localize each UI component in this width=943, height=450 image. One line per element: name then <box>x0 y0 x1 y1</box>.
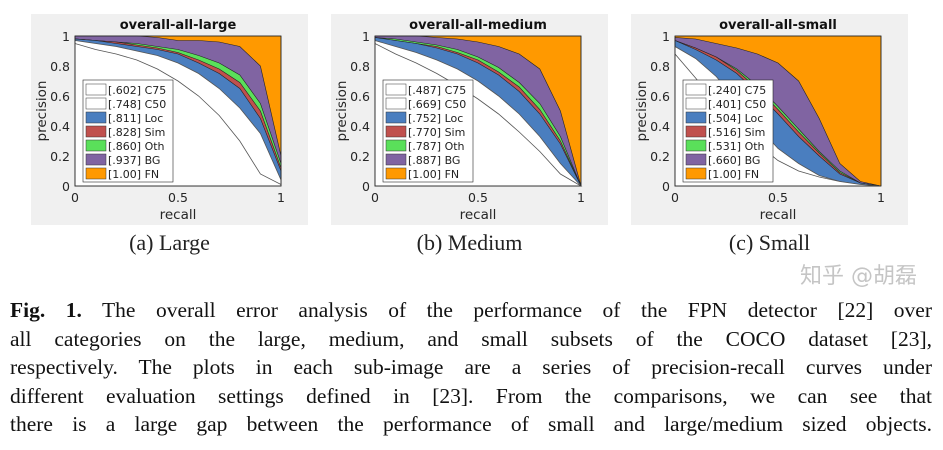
y-tick-label: 0.8 <box>650 59 670 74</box>
y-tick-label: 0.2 <box>650 149 670 164</box>
legend-swatch <box>385 111 407 124</box>
x-axis-label: recall <box>460 207 497 223</box>
subcaption-small: (c) Small <box>728 230 811 255</box>
legend-entry: [.828] Sim <box>108 126 165 139</box>
chart-title: overall-all-large <box>120 18 237 33</box>
y-tick-label: 0 <box>62 179 70 194</box>
caption-line: there is a large gap between the perform… <box>10 412 932 437</box>
legend-entry: [.487] C75 <box>408 84 466 97</box>
legend-swatch <box>385 139 407 152</box>
legend-swatch <box>385 83 407 96</box>
y-axis-label: precision <box>334 81 350 142</box>
x-tick-label: 0.5 <box>468 190 488 205</box>
legend-entry: [1.00] FN <box>408 168 459 181</box>
panel-large: overall-all-large 0 0.2 0.4 0.6 0.8 1 0 0.5 1 reca… <box>31 14 308 225</box>
y-tick-label: 0.6 <box>50 89 70 104</box>
y-tick-label: 0.8 <box>50 59 70 74</box>
legend-entry: [.770] Sim <box>408 126 465 139</box>
y-tick-label: 0.8 <box>350 59 370 74</box>
legend-swatch <box>685 83 707 96</box>
legend-entry: [.401] C50 <box>708 98 766 111</box>
legend-entry: [.752] Loc <box>408 112 463 125</box>
caption-line: Fig. 1. The overall error analysis of th… <box>10 296 932 325</box>
y-tick-label: 1 <box>362 29 370 44</box>
legend-entry: [.811] Loc <box>108 112 163 125</box>
legend-entry: [.602] C75 <box>108 84 166 97</box>
legend-swatch <box>85 153 107 166</box>
legend-swatch <box>85 139 107 152</box>
axes-box <box>374 35 582 187</box>
chart-medium: overall-all-medium 0 0.2 0.4 0.6 0.8 1 0 0.5 1 rec… <box>334 18 585 223</box>
y-tick-label: 0.2 <box>350 149 370 164</box>
legend-swatch <box>85 83 107 96</box>
legend-entry: [.787] Oth <box>408 140 465 153</box>
y-axis-label: precision <box>34 81 50 142</box>
figure-caption: Fig. 1. The overall error analysis of th… <box>10 296 932 439</box>
y-tick-label: 0.4 <box>650 119 670 134</box>
y-tick-label: 0 <box>362 179 370 194</box>
panel-medium: overall-all-medium 0 0.2 0.4 0.6 0.8 1 0 0.5 1 rec… <box>331 14 608 225</box>
chart-title: overall-all-small <box>719 18 837 33</box>
x-tick-label: 0 <box>671 190 679 205</box>
chart-large: overall-all-large 0 0.2 0.4 0.6 0.8 1 0 0.5 1 reca… <box>34 18 285 223</box>
y-tick-label: 0.6 <box>650 89 670 104</box>
subcaption-large: (a) Large <box>129 230 210 255</box>
caption-line: all categories on the large, medium, and… <box>10 326 932 351</box>
legend-swatch <box>385 167 407 180</box>
legend-swatch <box>385 153 407 166</box>
legend-entry: [.516] Sim <box>708 126 765 139</box>
legend-entry: [.887] BG <box>408 154 460 167</box>
figure-label: Fig. 1. <box>10 298 82 322</box>
x-tick-label: 0 <box>71 190 79 205</box>
y-axis-label: precision <box>634 81 650 142</box>
caption-line: respectively. The plots in each sub-imag… <box>10 355 932 380</box>
subcaption-medium: (b) Medium <box>416 230 523 255</box>
x-axis-label: recall <box>760 207 797 223</box>
y-tick-label: 0 <box>662 179 670 194</box>
legend-entry: [.937] BG <box>108 154 160 167</box>
x-tick-label: 1 <box>277 190 285 205</box>
legend-swatch <box>685 125 707 138</box>
legend-entry: [1.00] FN <box>708 168 759 181</box>
y-tick-label: 0.6 <box>350 89 370 104</box>
y-tick-label: 0.2 <box>50 149 70 164</box>
chart-title: overall-all-medium <box>409 18 547 33</box>
x-tick-label: 0.5 <box>768 190 788 205</box>
x-axis-label: recall <box>160 207 197 223</box>
legend-entry: [.748] C50 <box>108 98 166 111</box>
y-tick-label: 0.4 <box>350 119 370 134</box>
y-tick-label: 1 <box>62 29 70 44</box>
legend-entry: [1.00] FN <box>108 168 159 181</box>
axes-box <box>74 35 282 187</box>
legend-swatch <box>85 167 107 180</box>
panel-small: overall-all-small 0 0.2 0.4 0.6 0.8 1 0 0.5 1 reca… <box>631 14 908 225</box>
legend-swatch <box>685 167 707 180</box>
legend-swatch <box>685 97 707 110</box>
axes-box <box>674 35 882 187</box>
legend-entry: [.669] C50 <box>408 98 466 111</box>
legend-swatch <box>685 153 707 166</box>
legend-swatch <box>85 97 107 110</box>
legend-entry: [.660] BG <box>708 154 760 167</box>
x-tick-label: 1 <box>877 190 885 205</box>
x-tick-label: 1 <box>577 190 585 205</box>
y-tick-label: 1 <box>662 29 670 44</box>
x-tick-label: 0.5 <box>168 190 188 205</box>
watermark: 知乎 @胡磊 <box>800 264 917 289</box>
legend-entry: [.240] C75 <box>708 84 766 97</box>
y-tick-label: 0.4 <box>50 119 70 134</box>
legend-entry: [.531] Oth <box>708 140 765 153</box>
legend-swatch <box>385 125 407 138</box>
caption-text: The overall error analysis of the perfor… <box>102 298 932 322</box>
legend-swatch <box>685 111 707 124</box>
x-tick-label: 0 <box>371 190 379 205</box>
legend-entry: [.504] Loc <box>708 112 763 125</box>
chart-small: overall-all-small 0 0.2 0.4 0.6 0.8 1 0 0.5 1 reca… <box>634 18 885 223</box>
legend-swatch <box>685 139 707 152</box>
legend-swatch <box>85 125 107 138</box>
caption-line: different evaluation settings defined in… <box>10 383 932 408</box>
legend-swatch <box>85 111 107 124</box>
legend-entry: [.860] Oth <box>108 140 165 153</box>
legend-swatch <box>385 97 407 110</box>
